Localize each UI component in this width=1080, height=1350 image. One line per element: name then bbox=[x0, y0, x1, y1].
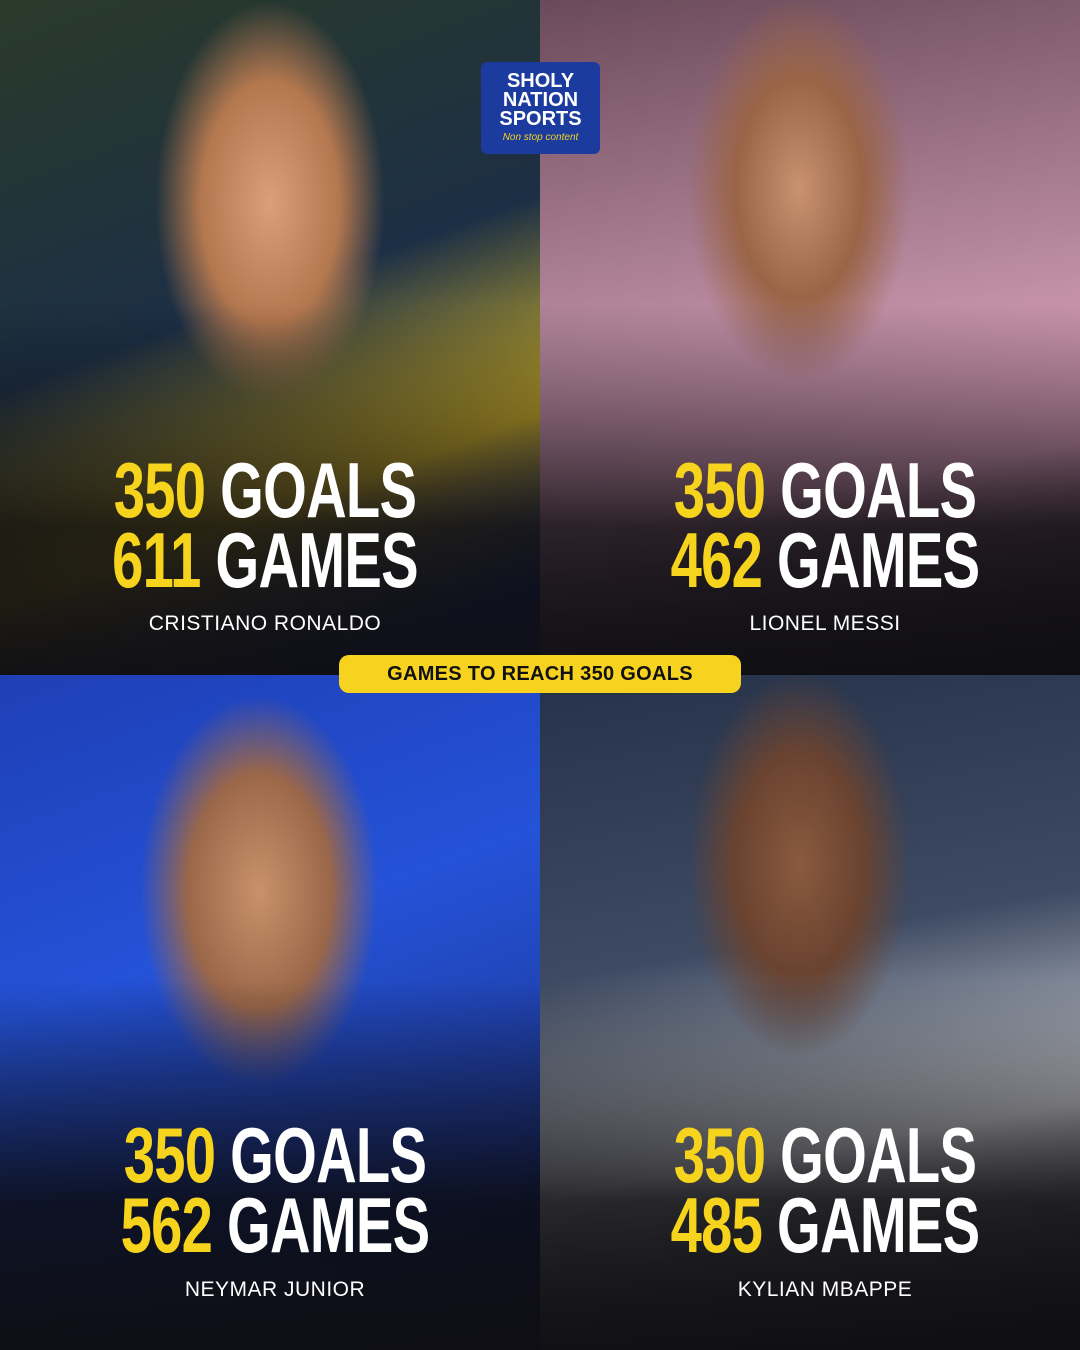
player-name: NEYMAR JUNIOR bbox=[184, 1278, 366, 1301]
player-panel-neymar: 350 GOALS 562 GAMES NEYMAR JUNIOR bbox=[0, 675, 540, 1350]
player-name: CRISTIANO RONALDO bbox=[148, 612, 382, 635]
player-panel-mbappe: 350 GOALS 485 GAMES KYLIAN MBAPPE bbox=[540, 675, 1080, 1350]
games-line: 462 GAMES bbox=[670, 516, 980, 604]
stats: 350 GOALS 485 GAMES bbox=[555, 1111, 1080, 1269]
games-line: 562 GAMES bbox=[120, 1181, 430, 1269]
brand-logo: SHOLY NATION SPORTS Non stop content bbox=[481, 62, 600, 154]
goals-line: 350 GOALS bbox=[673, 1111, 977, 1199]
player-name: KYLIAN MBAPPE bbox=[737, 1278, 913, 1301]
photo-shade bbox=[0, 978, 540, 1350]
stats: 350 GOALS 562 GAMES bbox=[5, 1111, 540, 1269]
goals-line: 350 GOALS bbox=[673, 446, 977, 534]
player-panel-messi: 350 GOALS 462 GAMES LIONEL MESSI bbox=[540, 0, 1080, 675]
stats: 350 GOALS 462 GAMES bbox=[555, 446, 1080, 604]
player-panel-ronaldo: 350 GOALS 611 GAMES CRISTIANO RONALDO bbox=[0, 0, 540, 675]
games-line: 611 GAMES bbox=[112, 516, 418, 604]
photo-shade bbox=[540, 978, 1080, 1350]
stats: 350 GOALS 611 GAMES bbox=[0, 446, 535, 604]
goals-line: 350 GOALS bbox=[113, 446, 417, 534]
games-line: 485 GAMES bbox=[670, 1181, 980, 1269]
headline-banner: GAMES TO REACH 350 GOALS bbox=[339, 655, 741, 693]
photo-shade bbox=[540, 303, 1080, 675]
player-name: LIONEL MESSI bbox=[749, 612, 901, 635]
photo-shade bbox=[0, 303, 540, 675]
goals-line: 350 GOALS bbox=[123, 1111, 427, 1199]
